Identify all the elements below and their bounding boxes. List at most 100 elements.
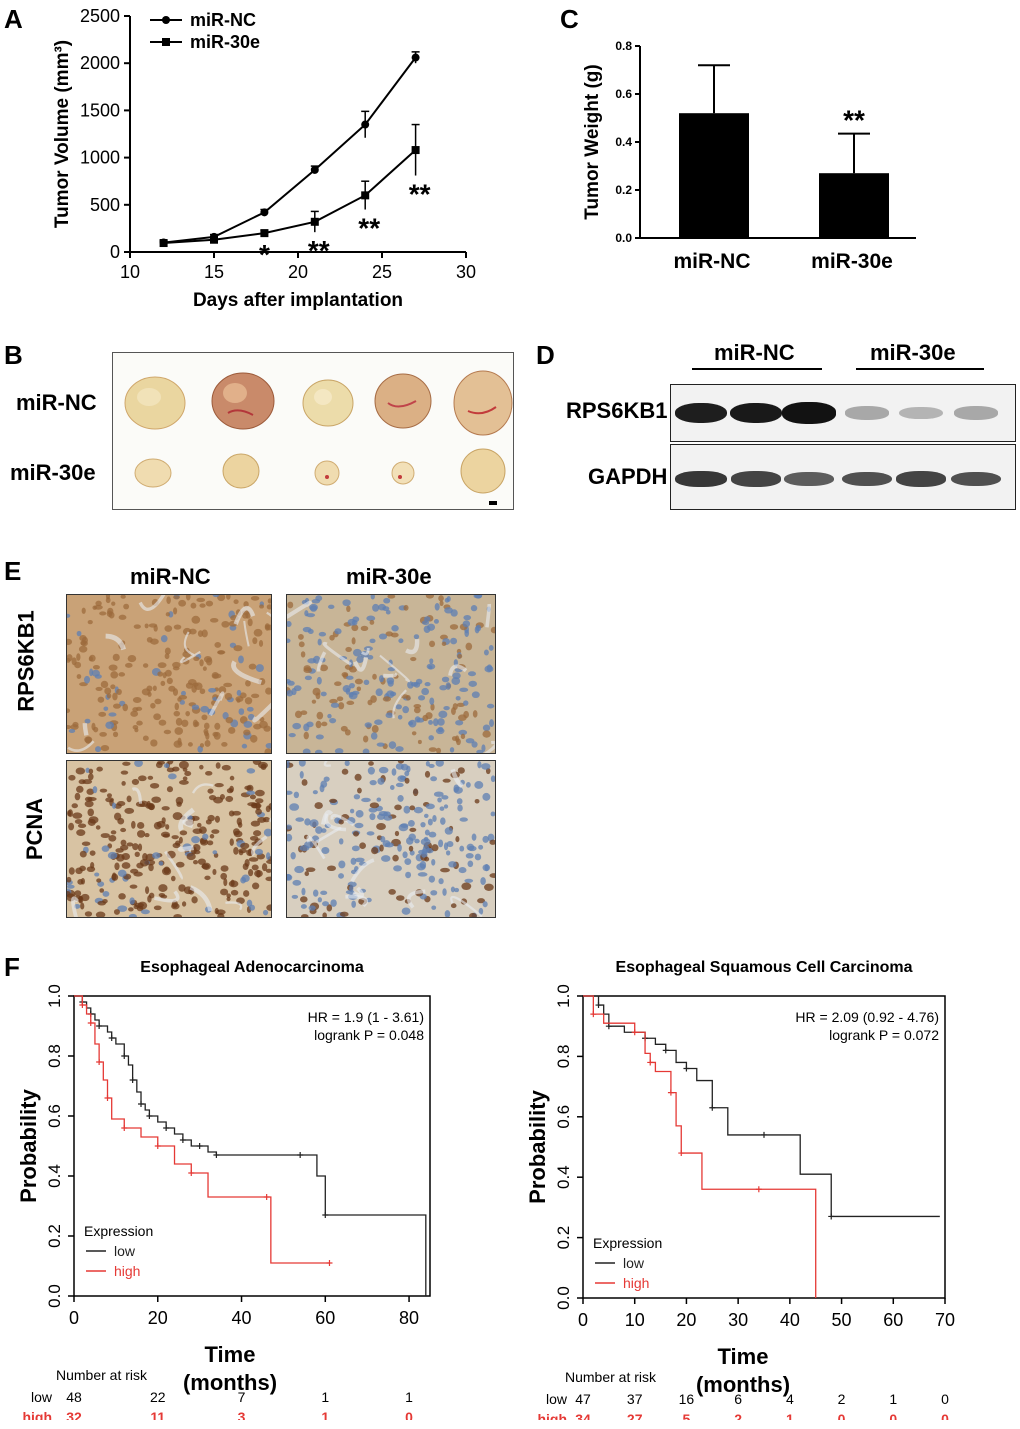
cell-nucleus <box>349 691 354 698</box>
cell-nucleus <box>387 595 396 599</box>
cell-nucleus <box>408 845 414 852</box>
cell-nucleus <box>67 724 72 730</box>
censor-mark <box>188 1170 195 1176</box>
x-tick-label: 70 <box>935 1310 955 1330</box>
cell-nucleus <box>171 835 179 840</box>
cell-nucleus <box>98 711 107 717</box>
cell-nucleus <box>403 604 409 611</box>
cell-nucleus <box>389 784 395 791</box>
cell-nucleus <box>248 663 257 670</box>
y-tick-label: 1.0 <box>45 984 64 1008</box>
cell-nucleus <box>76 674 82 679</box>
cell-nucleus <box>338 873 345 879</box>
cell-nucleus <box>76 653 81 661</box>
cell-nucleus <box>164 647 171 655</box>
cell-nucleus <box>221 620 230 628</box>
cell-nucleus <box>429 658 434 664</box>
cell-nucleus <box>465 853 474 859</box>
cell-nucleus <box>172 666 180 671</box>
cell-nucleus <box>174 727 184 735</box>
risk-value: 48 <box>66 1389 82 1405</box>
cell-nucleus <box>132 696 142 704</box>
cell-nucleus <box>95 825 101 830</box>
km-plot-squamous: Esophageal Squamous Cell Carcinoma 0.0 0.2… <box>525 959 955 1420</box>
cell-nucleus <box>208 795 217 801</box>
cell-nucleus <box>455 836 460 843</box>
x-tick-label: 40 <box>232 1308 252 1328</box>
cell-nucleus <box>409 805 416 811</box>
cell-nucleus <box>372 673 377 680</box>
cell-nucleus <box>211 829 220 834</box>
cell-nucleus <box>78 645 88 653</box>
stroma-strand <box>183 631 195 656</box>
x-tick-label: 10 <box>625 1310 645 1330</box>
cell-nucleus <box>424 681 431 687</box>
cell-nucleus <box>178 836 183 844</box>
tumor-nc-2 <box>211 372 275 430</box>
cell-nucleus <box>243 729 251 736</box>
cell-nucleus <box>414 838 420 844</box>
cell-nucleus <box>179 830 188 836</box>
cell-nucleus <box>442 888 447 896</box>
cell-nucleus <box>314 749 323 753</box>
stroma-strand <box>177 845 195 852</box>
cell-nucleus <box>417 739 422 745</box>
cell-nucleus <box>144 832 150 838</box>
y-tick-label: 0.4 <box>615 135 632 149</box>
censor-mark <box>297 1152 304 1158</box>
cell-nucleus <box>334 748 344 753</box>
cell-nucleus <box>255 808 262 815</box>
cell-nucleus <box>206 840 214 846</box>
cell-nucleus <box>127 654 137 663</box>
cell-nucleus <box>329 717 337 724</box>
cell-nucleus <box>205 771 213 776</box>
cell-nucleus <box>349 884 354 893</box>
cell-nucleus <box>160 635 168 643</box>
cell-nucleus <box>254 789 265 797</box>
x-axis-label-line2: (months) <box>183 1370 277 1395</box>
cell-nucleus <box>475 624 482 632</box>
cell-nucleus <box>404 777 410 784</box>
cell-nucleus <box>214 815 220 823</box>
cell-nucleus <box>338 819 344 825</box>
cell-nucleus <box>418 695 426 701</box>
cell-nucleus <box>428 747 437 752</box>
cell-nucleus <box>440 817 446 825</box>
cell-nucleus <box>316 711 324 720</box>
cell-nucleus <box>131 820 136 829</box>
cell-nucleus <box>209 617 219 623</box>
cell-nucleus <box>97 696 105 703</box>
ihc-image-pcna-mir-30e <box>286 760 496 918</box>
cell-nucleus <box>367 766 375 775</box>
risk-value: 1 <box>889 1391 897 1407</box>
cell-nucleus <box>91 669 100 677</box>
ihc-col-label-mir-30e: miR-30e <box>346 564 432 589</box>
significance-mark: * <box>259 239 270 270</box>
cell-nucleus <box>329 698 338 704</box>
cell-nucleus <box>228 726 236 734</box>
cell-nucleus <box>490 811 495 817</box>
cell-nucleus <box>174 702 180 711</box>
cell-nucleus <box>117 869 127 877</box>
cell-nucleus <box>428 875 436 883</box>
cell-nucleus <box>388 741 397 749</box>
risk-value: 27 <box>627 1411 643 1420</box>
panel-letter-d: D <box>536 340 555 370</box>
cell-nucleus <box>369 779 377 786</box>
cell-nucleus <box>202 666 207 671</box>
cell-nucleus <box>402 706 410 714</box>
y-axis-label: Probability <box>16 1088 41 1202</box>
cell-nucleus <box>439 806 445 811</box>
data-point <box>210 235 218 244</box>
cell-nucleus <box>111 872 117 881</box>
cell-nucleus <box>131 778 140 786</box>
cell-nucleus <box>112 692 118 701</box>
y-axis-label: Tumor Volume (mm³) <box>52 40 73 228</box>
cell-nucleus <box>145 886 150 895</box>
cell-nucleus <box>436 747 442 753</box>
cell-nucleus <box>307 628 314 635</box>
risk-value: 1 <box>786 1411 794 1420</box>
cell-nucleus <box>304 841 314 849</box>
cell-nucleus <box>298 761 306 767</box>
cell-nucleus <box>446 595 451 602</box>
